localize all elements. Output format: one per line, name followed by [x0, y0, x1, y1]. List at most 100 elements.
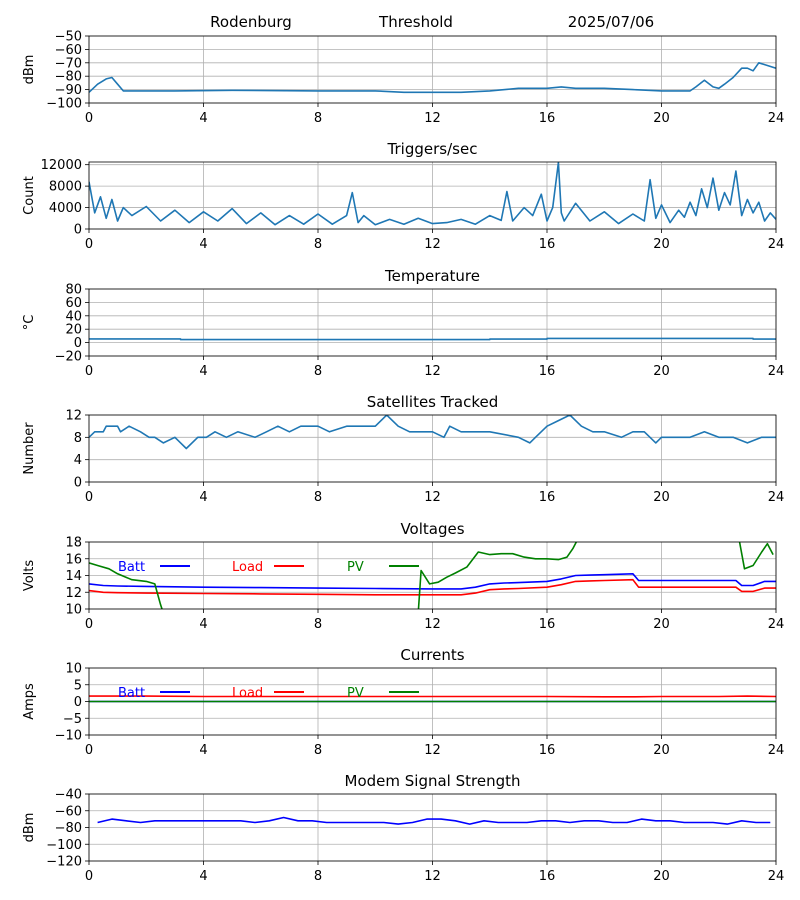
- y-tick-label: 20: [65, 323, 82, 338]
- y-tick-label: −60: [55, 43, 82, 58]
- x-tick-label: 16: [539, 869, 556, 884]
- series-line-batt: [89, 572, 776, 590]
- x-tick-label: 4: [199, 743, 207, 758]
- x-tick-label: 20: [653, 869, 670, 884]
- x-tick-label: 4: [199, 869, 207, 884]
- y-tick-label: 4000: [49, 201, 82, 216]
- x-tick-label: 12: [424, 111, 441, 126]
- y-tick-label: −40: [55, 788, 82, 803]
- x-tick-label: 24: [768, 869, 785, 884]
- y-tick-label: −10: [55, 729, 82, 744]
- x-tick-label: 0: [85, 237, 93, 252]
- x-tick-label: 4: [199, 490, 207, 505]
- x-tick-label: 20: [653, 617, 670, 632]
- y-axis-label: Volts: [22, 560, 37, 592]
- y-axis-label: Count: [22, 176, 37, 215]
- y-tick-label: 0: [74, 476, 82, 491]
- y-tick-label: 0: [74, 223, 82, 238]
- x-tick-label: 8: [314, 869, 322, 884]
- x-tick-label: 8: [314, 364, 322, 379]
- panel-modem: 0 4 8 12 16 20 24 −120 −100 −80 −60−40 Modem Signal…: [22, 772, 784, 884]
- y-tick-label: −5: [63, 712, 82, 727]
- legend-label-pv: PV: [347, 686, 364, 701]
- y-tick-label: 10: [65, 662, 82, 677]
- y-tick-label: −50: [55, 30, 82, 45]
- mode-label: Threshold: [378, 13, 453, 31]
- series-group: [89, 162, 776, 226]
- series-group: [89, 337, 776, 341]
- x-tick-label: 8: [314, 111, 322, 126]
- chart-title: Temperature: [384, 267, 480, 285]
- x-tick-label: 24: [768, 111, 785, 126]
- x-tick-label: 0: [85, 111, 93, 126]
- x-tick-label: 24: [768, 364, 785, 379]
- x-tick-label: 16: [539, 111, 556, 126]
- y-tick-label: 60: [65, 296, 82, 311]
- x-tick-label: 12: [424, 237, 441, 252]
- x-tick-label: 4: [199, 364, 207, 379]
- x-tick-label: 8: [314, 617, 322, 632]
- x-tick-label: 16: [539, 490, 556, 505]
- x-tick-label: 20: [653, 490, 670, 505]
- x-tick-label: 8: [314, 237, 322, 252]
- x-tick-label: 16: [539, 237, 556, 252]
- x-tick-label: 8: [314, 743, 322, 758]
- chart-title: Triggers/sec: [387, 140, 478, 158]
- chart-title: Currents: [400, 646, 464, 664]
- y-tick-label: 0: [74, 336, 82, 351]
- y-axis-label: Amps: [22, 683, 37, 720]
- y-tick-label: 12: [65, 586, 82, 601]
- legend-label-batt: Batt: [118, 686, 145, 701]
- x-tick-label: 12: [424, 364, 441, 379]
- x-tick-label: 4: [199, 111, 207, 126]
- series-group: [89, 415, 776, 450]
- x-tick-label: 0: [85, 364, 93, 379]
- series-line-0: [89, 61, 776, 94]
- panel-triggers: 0 4 8 12 16 20 24 0 4000 8000 12000 Triggers/sec Cou…: [22, 140, 784, 252]
- date-label: 2025/07/06: [568, 13, 654, 31]
- y-tick-label: 80: [65, 283, 82, 298]
- series-line-0: [97, 816, 771, 825]
- x-tick-label: 24: [768, 743, 785, 758]
- y-axis-label: Number: [22, 422, 37, 475]
- series-line-0: [89, 415, 776, 450]
- x-tick-label: 0: [85, 490, 93, 505]
- series-group: [89, 695, 776, 703]
- series-line-load: [89, 578, 776, 596]
- y-tick-label: 14: [65, 569, 82, 584]
- chart-title: Modem Signal Strength: [345, 772, 521, 790]
- series-line-0: [89, 162, 776, 226]
- x-tick-label: 20: [653, 111, 670, 126]
- series-group: [89, 61, 776, 94]
- y-tick-label: −120: [46, 855, 82, 870]
- chart-title: Voltages: [400, 520, 464, 538]
- x-tick-label: 12: [424, 490, 441, 505]
- panel-currents: 0 4 8 12 16 20 24 −10 −5 0 510 Currents Amps Batt Load…: [22, 646, 784, 758]
- y-tick-label: −60: [55, 804, 82, 819]
- x-tick-label: 24: [768, 617, 785, 632]
- x-tick-label: 12: [424, 617, 441, 632]
- y-tick-label: 18: [65, 536, 82, 551]
- x-tick-label: 0: [85, 743, 93, 758]
- y-axis-label: dBm: [22, 55, 37, 85]
- y-tick-label: −70: [55, 56, 82, 71]
- y-tick-label: 10: [65, 603, 82, 618]
- x-tick-label: 24: [768, 490, 785, 505]
- legend-label-load: Load: [232, 686, 263, 701]
- x-tick-label: 4: [199, 617, 207, 632]
- y-axis-label: dBm: [22, 813, 37, 843]
- y-axis-label: °C: [22, 315, 37, 331]
- y-tick-label: −100: [46, 97, 82, 112]
- x-tick-label: 12: [424, 743, 441, 758]
- series-group: [97, 816, 771, 825]
- y-tick-label: −80: [55, 821, 82, 836]
- x-tick-label: 8: [314, 490, 322, 505]
- y-tick-label: 40: [65, 309, 82, 324]
- x-tick-label: 16: [539, 743, 556, 758]
- x-tick-label: 0: [85, 617, 93, 632]
- series-group: [89, 542, 776, 609]
